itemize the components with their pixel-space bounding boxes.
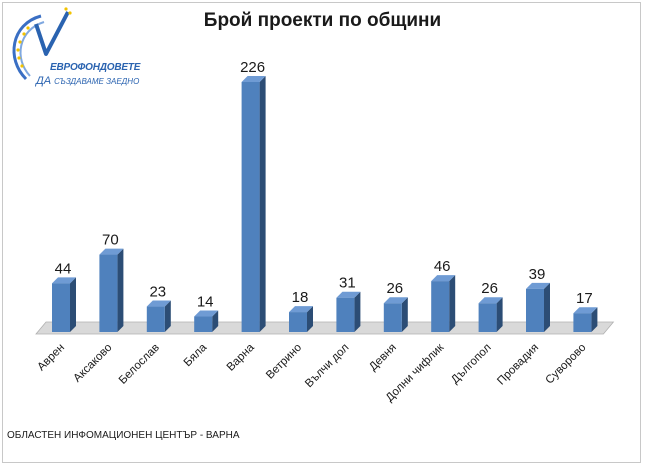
data-label-7: 31 [339, 275, 356, 292]
bar-1 [52, 283, 70, 332]
bar-side-3 [164, 300, 171, 332]
bar-2 [99, 254, 118, 332]
bar-top-8 [383, 297, 408, 304]
bar-4 [194, 316, 213, 332]
data-label-5: 226 [240, 59, 265, 76]
bar-top-3 [146, 300, 171, 307]
data-label-11: 39 [529, 266, 546, 283]
bar-7 [336, 297, 355, 332]
bar-top-7 [336, 291, 361, 298]
bar-side-10 [496, 297, 503, 332]
chart-title: Брой проекти по общини [203, 10, 442, 31]
logo-text-suffix: СЪЗДАВАМЕ ЗАЕДНО [54, 77, 140, 86]
bar-top-5 [241, 76, 266, 82]
bar-side-4 [212, 310, 219, 332]
category-label-2: Аксаково [71, 342, 114, 385]
category-label-4: Бяла [182, 341, 210, 369]
category-label-1: Аврен [35, 342, 67, 374]
bar-top-9 [431, 275, 456, 282]
data-label-1: 44 [55, 260, 72, 277]
bar-5 [241, 82, 260, 332]
logo-text-line2: ДА СЪЗДАВАМЕ ЗАЕДНО [36, 75, 139, 87]
bar-top-12 [573, 307, 598, 314]
category-label-5: Варна [225, 341, 257, 373]
data-label-10: 26 [481, 280, 498, 297]
bar-9 [431, 281, 450, 332]
footer-caption: ОБЛАСТЕН ИНФОМАЦИОНЕН ЦЕНТЪР - ВАРНА [7, 430, 240, 441]
logo-text-prefix: ДА [36, 75, 52, 87]
bar-10 [478, 303, 497, 332]
bar-top-4 [194, 310, 219, 317]
bar-11 [526, 288, 544, 332]
bar-top-2 [99, 248, 124, 255]
eurofunds-logo-icon [12, 7, 72, 81]
category-label-6: Ветрино [264, 342, 304, 382]
bar-top-11 [526, 282, 550, 289]
category-label-12: Суворово [544, 342, 589, 387]
data-label-6: 18 [292, 289, 309, 306]
chart-frame [2, 2, 641, 463]
bar-side-6 [307, 306, 313, 332]
data-label-8: 26 [386, 280, 403, 297]
bar-side-1 [70, 277, 76, 332]
bar-top-6 [289, 306, 313, 313]
data-label-12: 17 [576, 290, 593, 307]
category-label-11: Провадия [495, 342, 541, 388]
logo: ЕВРОФОНДОВЕТЕ ДА СЪЗДАВАМЕ ЗАЕДНО [6, 4, 141, 90]
bar-side-5 [259, 76, 266, 332]
bar-side-2 [117, 248, 124, 332]
data-label-2: 70 [102, 232, 119, 249]
category-label-3: Белослав [117, 342, 162, 387]
bar-6 [289, 312, 307, 332]
data-label-9: 46 [434, 258, 451, 275]
data-label-3: 23 [149, 284, 166, 301]
bar-side-11 [544, 282, 550, 332]
logo-text-line1: ЕВРОФОНДОВЕТЕ [50, 62, 141, 73]
bar-3 [146, 306, 165, 332]
category-label-7: Вълчи дол [303, 342, 351, 390]
bar-top-10 [478, 297, 503, 304]
bar-side-12 [591, 307, 598, 332]
bar-side-7 [354, 291, 361, 332]
bar-top-1 [52, 277, 76, 284]
chart-floor [35, 321, 615, 335]
bar-side-9 [449, 275, 456, 332]
bar-side-8 [401, 297, 408, 332]
category-label-10: Дългопол [449, 342, 494, 387]
bar-12 [573, 313, 592, 332]
bar-8 [383, 303, 402, 332]
category-label-8: Девня [367, 342, 399, 374]
data-label-4: 14 [197, 294, 214, 311]
